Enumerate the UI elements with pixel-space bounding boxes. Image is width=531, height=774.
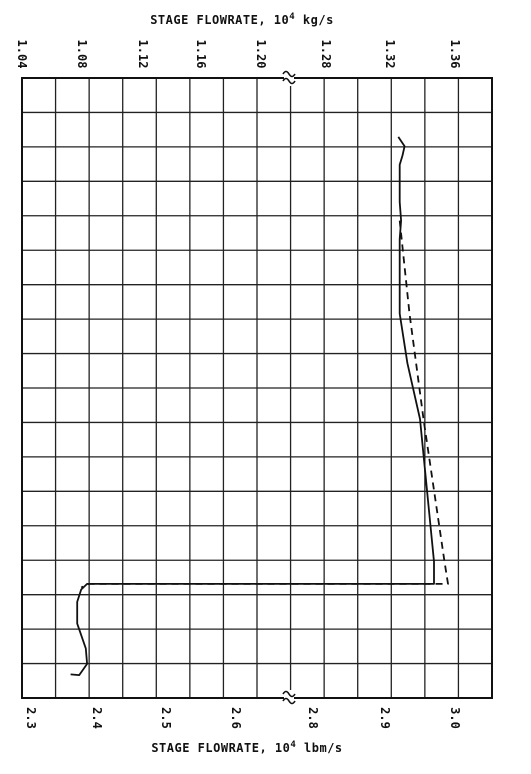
bottom-tick-label: 2.5	[159, 707, 173, 729]
axis-break-gap	[284, 690, 294, 706]
top-tick-label: 1.20	[254, 40, 268, 69]
top-tick-label: 1.16	[194, 40, 208, 69]
series-line-dashed	[80, 220, 449, 589]
bottom-tick-label: 2.4	[90, 707, 104, 729]
top-tick-label: 1.08	[75, 40, 89, 69]
top-tick-label: 1.28	[319, 40, 333, 69]
grid	[22, 78, 492, 698]
bottom-tick-label: 2.6	[229, 707, 243, 729]
bottom-tick-label: 2.9	[378, 707, 392, 729]
axis-break-mark	[282, 697, 296, 705]
top-tick-labels: 1.04 1.08 1.12 1.16 1.20 1.28 1.32 1.36	[15, 40, 462, 69]
bottom-tick-labels: 2.3 2.4 2.5 2.6 2.8 2.9 3.0	[24, 707, 462, 729]
bottom-axis-title: STAGE FLOWRATE, 104 lbm/s	[151, 740, 342, 755]
top-tick-label: 1.36	[448, 40, 462, 69]
axis-break-gap	[284, 70, 294, 86]
axis-break-mark	[282, 690, 296, 698]
top-tick-label: 1.32	[383, 40, 397, 69]
top-tick-label: 1.12	[136, 40, 150, 69]
bottom-tick-label: 2.3	[24, 707, 38, 729]
top-tick-label: 1.04	[15, 40, 29, 69]
series-line-solid	[70, 136, 435, 676]
axis-break-mark	[282, 77, 296, 85]
series-layer	[70, 136, 449, 676]
bottom-tick-label: 2.8	[306, 707, 320, 729]
axis-breaks	[282, 70, 296, 706]
plot-frame	[21, 77, 493, 699]
bottom-tick-label: 3.0	[448, 707, 462, 729]
top-axis-title: STAGE FLOWRATE, 104 kg/s	[150, 12, 334, 27]
axis-break-mark	[282, 70, 296, 78]
